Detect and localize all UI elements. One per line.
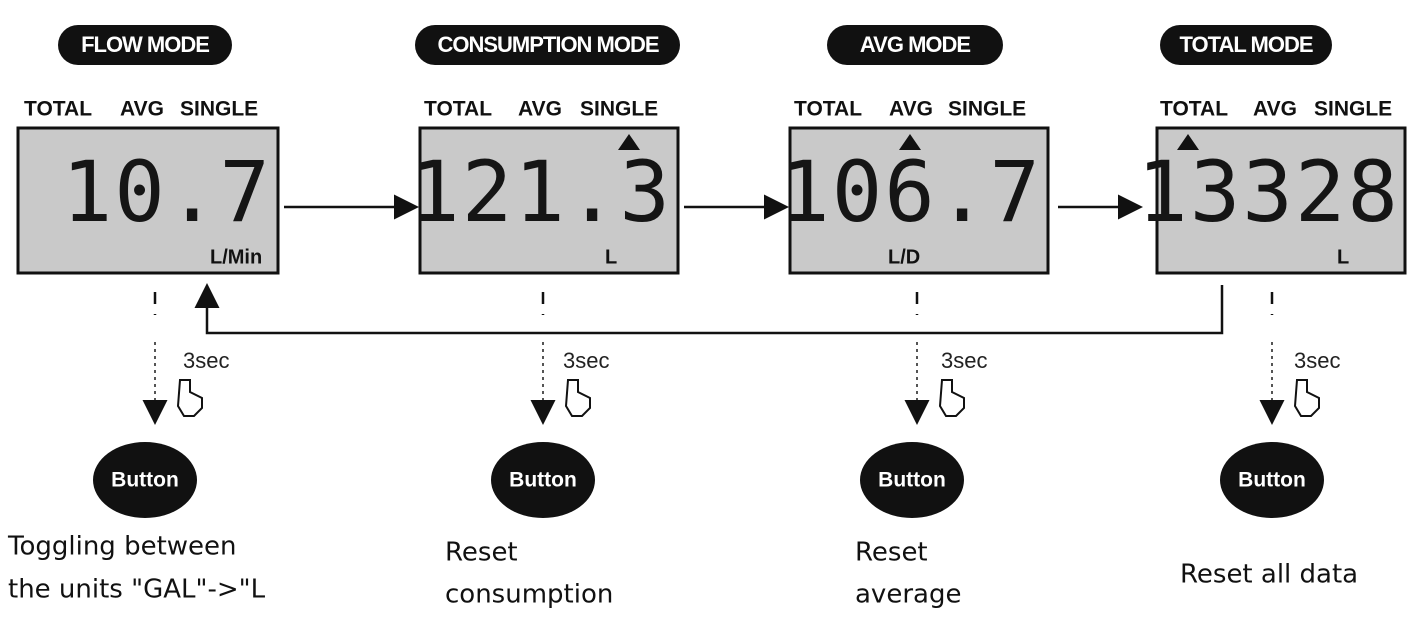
button	[860, 442, 964, 518]
hold-time: 3sec	[941, 348, 987, 373]
lcd-digits: 13328	[1137, 143, 1400, 241]
indicator: AVG	[889, 98, 933, 121]
indicator: SINGLE	[1314, 98, 1392, 121]
indicator-marker	[899, 134, 921, 150]
unit: L	[605, 246, 617, 268]
mode-title: AVG MODE	[860, 32, 970, 57]
lcd	[418, 126, 680, 275]
unit: L/Min	[210, 246, 262, 268]
unit: L	[1337, 246, 1349, 268]
mode-pill	[415, 25, 680, 65]
lcd-digits: 121.3	[409, 143, 672, 241]
hand-icon	[938, 379, 965, 417]
action-text: average	[855, 580, 961, 610]
mode-title: TOTAL MODE	[1180, 32, 1313, 57]
indicator: SINGLE	[180, 98, 258, 121]
button	[93, 442, 197, 518]
action-text: Reset	[445, 538, 518, 568]
indicator: TOTAL	[424, 98, 492, 121]
indicator: TOTAL	[1160, 98, 1228, 121]
button	[491, 442, 595, 518]
action-text: the units "GAL"->"L	[8, 575, 266, 605]
indicator: TOTAL	[794, 98, 862, 121]
mode-panel: AVG MODE TOTAL AVG SINGLE 106.7 L/D	[779, 25, 1050, 275]
indicator: AVG	[120, 98, 164, 121]
indicator-marker	[618, 134, 640, 150]
button-label: Button	[111, 469, 179, 492]
mode-panel: TOTAL MODE TOTAL AVG SINGLE 13328 L	[1137, 25, 1407, 275]
indicator: TOTAL	[24, 98, 92, 121]
hand-icon	[176, 379, 203, 417]
lcd	[1155, 126, 1407, 275]
button	[1220, 442, 1324, 518]
mode-pill	[827, 25, 1003, 65]
lcd-digits: 106.7	[779, 143, 1042, 241]
indicator: AVG	[1253, 98, 1297, 121]
action-text: Reset	[855, 538, 928, 568]
lcd	[788, 126, 1050, 275]
mode-panel: CONSUMPTION MODE TOTAL AVG SINGLE 121.3 …	[409, 25, 680, 275]
button-label: Button	[878, 469, 946, 492]
action-text: Toggling between	[7, 532, 237, 562]
button-column: 3sec Button Toggling between the units "…	[7, 292, 266, 605]
mode-pill	[1160, 25, 1332, 65]
button-column: 3sec Button Reset average	[855, 292, 987, 610]
indicator: SINGLE	[948, 98, 1026, 121]
hold-time: 3sec	[183, 348, 229, 373]
return-arrow	[194, 283, 1224, 335]
hand-icon	[564, 379, 591, 417]
unit: L/D	[888, 246, 920, 268]
action-text: consumption	[445, 580, 613, 610]
button-label: Button	[1238, 469, 1306, 492]
indicator: AVG	[518, 98, 562, 121]
button-column: 3sec Button Reset consumption	[445, 292, 613, 610]
action-text: Reset all data	[1180, 560, 1358, 590]
lcd-digits: 10.7	[62, 143, 272, 241]
mode-title: FLOW MODE	[81, 32, 209, 57]
button-column: 3sec Button Reset all data	[1180, 292, 1358, 590]
button-label: Button	[509, 469, 577, 492]
lcd	[16, 126, 280, 275]
hold-time: 3sec	[1294, 348, 1340, 373]
indicator: SINGLE	[580, 98, 658, 121]
hold-time: 3sec	[563, 348, 609, 373]
mode-title: CONSUMPTION MODE	[437, 32, 658, 57]
mode-pill	[58, 25, 232, 65]
hand-icon	[1293, 379, 1320, 417]
indicator-marker	[1177, 134, 1199, 150]
mode-panel: FLOW MODE TOTAL AVG SINGLE 10.7 L/Min	[16, 25, 280, 275]
